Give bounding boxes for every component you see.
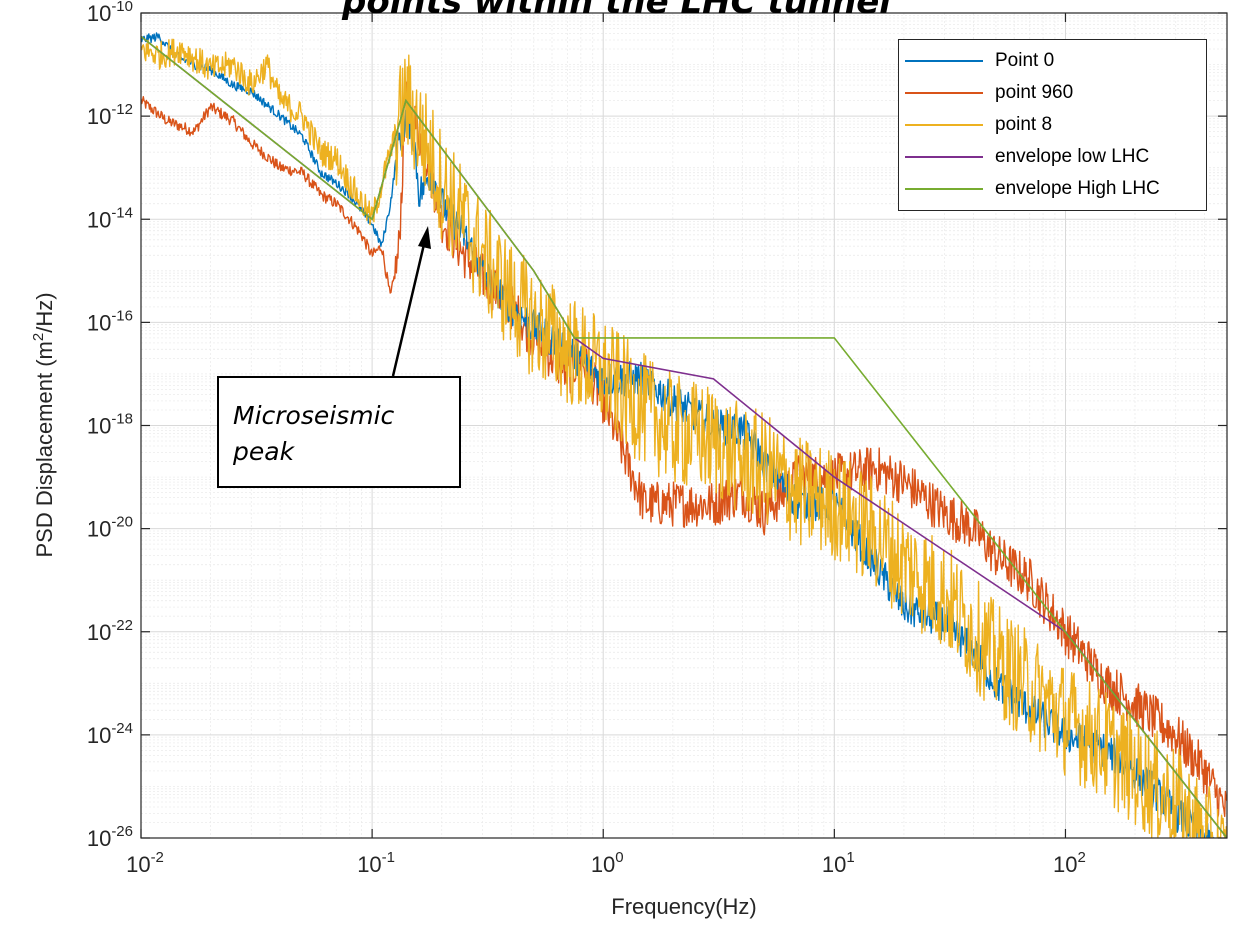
legend-entry-envelope-high: envelope High LHC xyxy=(905,174,1205,204)
x-axis-label: Frequency(Hz) xyxy=(611,894,756,919)
y-tick-label: 10-16 xyxy=(87,307,133,335)
y-tick-label: 10-26 xyxy=(87,823,133,851)
y-tick-label: 10-10 xyxy=(87,0,133,26)
annotation-box: Microseismic peak xyxy=(217,376,461,488)
legend-swatch xyxy=(905,92,983,94)
annotation-arrowhead xyxy=(418,226,431,249)
series-line-2 xyxy=(141,38,1227,838)
legend-swatch xyxy=(905,188,983,190)
y-tick-label: 10-20 xyxy=(87,514,133,542)
legend-entry-envelope-low: envelope low LHC xyxy=(905,142,1205,172)
series-line-4 xyxy=(141,35,1227,838)
y-axis-label-main: PSD Displacement (m xyxy=(32,341,57,557)
chart-title: points within the LHC tunnel xyxy=(342,0,891,22)
x-tick-label: 100 xyxy=(591,849,624,877)
legend-label: envelope High LHC xyxy=(995,178,1160,199)
y-axis-label: PSD Displacement (m2/Hz) xyxy=(30,292,57,557)
y-axis-label-sup: 2 xyxy=(30,333,47,341)
x-tick-label: 102 xyxy=(1053,849,1086,877)
y-tick-label: 10-18 xyxy=(87,411,133,439)
legend-entry-point-8: point 8 xyxy=(905,110,1205,140)
annotation-arrow xyxy=(391,239,427,377)
annotation-text: Microseismic peak xyxy=(233,401,395,466)
title-clip: points within the LHC tunnel xyxy=(0,0,1233,22)
x-tick-label: 10-2 xyxy=(126,849,164,877)
legend-swatch xyxy=(905,60,983,62)
y-tick-label: 10-22 xyxy=(87,617,133,645)
x-tick-label: 101 xyxy=(822,849,855,877)
legend-label: Point 0 xyxy=(995,50,1055,71)
x-tick-label: 10-1 xyxy=(357,849,395,877)
legend-label: point 8 xyxy=(995,114,1053,135)
series-layer xyxy=(141,32,1227,838)
y-tick-label: 10-12 xyxy=(87,101,133,129)
legend-entry-point-0: Point 0 xyxy=(905,46,1205,76)
legend-swatch xyxy=(905,124,983,126)
legend-entry-point-960: point 960 xyxy=(905,78,1205,108)
legend-label: point 960 xyxy=(995,82,1074,103)
y-tick-label: 10-24 xyxy=(87,720,133,748)
y-axis-label-end: /Hz) xyxy=(32,292,57,332)
y-tick-label: 10-14 xyxy=(87,204,133,232)
tick-labels: 10-2 10-1 100 101 102 10-10 10-12 10-14 10-16 10-… xyxy=(87,0,1086,877)
axis-ticks xyxy=(140,12,1227,839)
series-line-1 xyxy=(141,81,1227,819)
legend: Point 0 point 960 point 8 envelope low L… xyxy=(898,39,1207,211)
legend-label: envelope low LHC xyxy=(995,146,1150,167)
legend-swatch xyxy=(905,156,983,158)
